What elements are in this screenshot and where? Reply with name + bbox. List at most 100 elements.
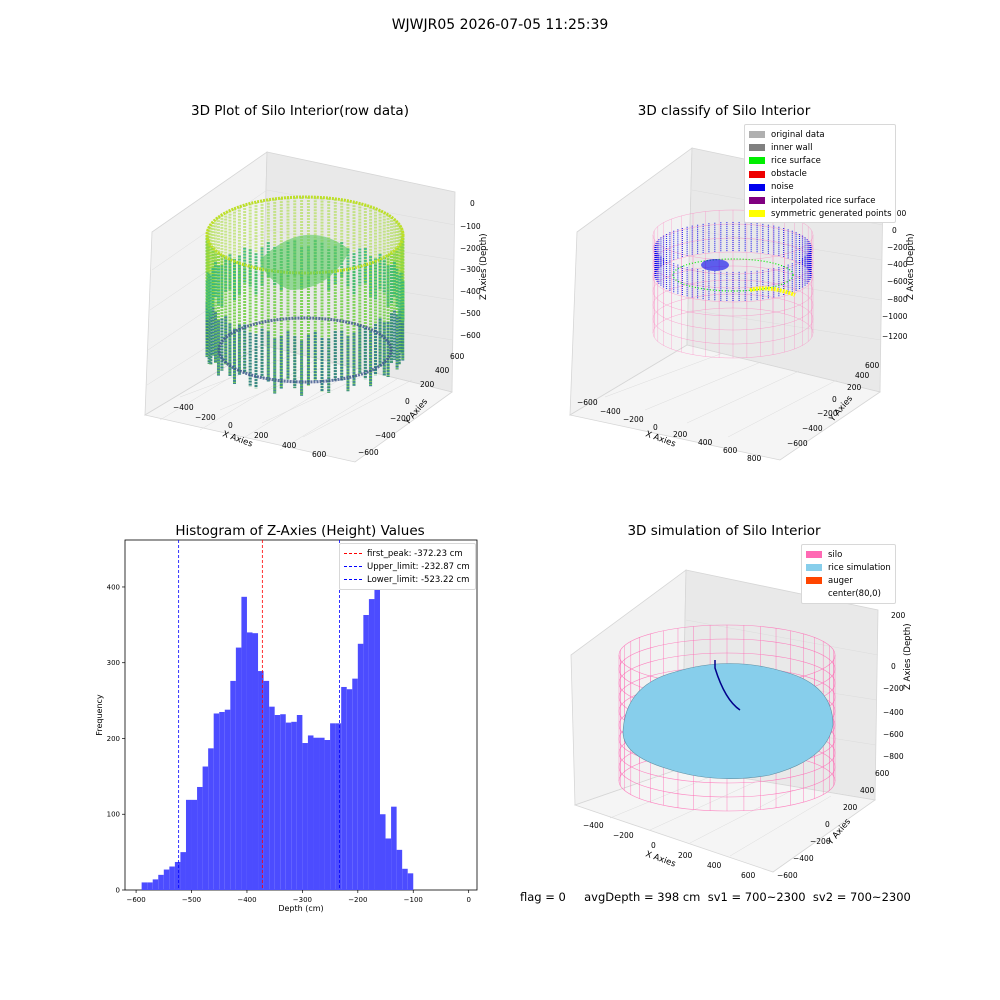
- x-tick-label: −100: [404, 896, 423, 904]
- x-tick: 800: [747, 454, 762, 463]
- z-tick: 0: [891, 662, 896, 671]
- x-tick-label: −600: [126, 896, 145, 904]
- classify-legend: original data inner wall rice surface ob…: [744, 124, 896, 224]
- x-tick-label: −500: [182, 896, 201, 904]
- histogram-bar: [185, 799, 192, 890]
- x-tick-label: −200: [348, 896, 367, 904]
- legend-item: noise: [749, 181, 891, 194]
- histogram-bar: [374, 575, 380, 890]
- legend-swatch: [344, 553, 362, 555]
- histogram-bar: [407, 873, 414, 890]
- legend-swatch: [806, 564, 822, 572]
- y-tick: 600: [875, 769, 890, 778]
- legend-label: symmetric generated points: [771, 208, 892, 219]
- x-tick: 400: [707, 861, 722, 870]
- y-tick: −600: [358, 448, 379, 457]
- z-tick: 200: [891, 611, 906, 620]
- legend-label: first_peak: -372.23 cm: [367, 548, 463, 559]
- reference-lines: [178, 540, 340, 890]
- legend-label: Lower_limit: -523.22 cm: [367, 574, 470, 585]
- simulation-plot-title: 3D simulation of Silo Interior: [627, 523, 821, 539]
- symmetric-generated-points: [749, 286, 796, 297]
- histogram-bars: [141, 575, 414, 890]
- histogram-bar: [147, 882, 153, 890]
- y-tick: 400: [855, 371, 870, 380]
- histogram-bar: [224, 709, 231, 890]
- histogram-bar: [280, 714, 286, 890]
- rice-simulation-surface: [622, 663, 834, 780]
- raw-3d-plot[interactable]: −400 −200 0 200 400 600 X Axies −600 −40…: [140, 140, 500, 470]
- x-axis-label: X Axies: [644, 849, 677, 869]
- x-tick: −400: [173, 403, 194, 412]
- histogram-legend: first_peak: -372.23 cm Upper_limit: -232…: [339, 543, 476, 590]
- x-tick-label: −400: [237, 896, 256, 904]
- legend-item: symmetric generated points: [749, 207, 892, 220]
- z-tick: −200: [460, 244, 481, 253]
- z-tick: 0: [892, 226, 897, 235]
- x-tick: −200: [195, 413, 216, 422]
- z-tick: 200: [892, 209, 907, 218]
- y-tick: 200: [843, 803, 858, 812]
- raw-center-surface: [260, 234, 350, 290]
- y-tick-label: 200: [107, 735, 120, 743]
- simulation-legend: silo rice simulation auger center(80,0): [801, 544, 896, 604]
- y-tick: −600: [787, 439, 808, 448]
- y-tick-label: 0: [116, 887, 120, 895]
- histogram-bar: [158, 874, 164, 890]
- histogram-bar: [241, 596, 247, 890]
- histogram-bar: [197, 786, 203, 890]
- z-axis-label: Z Axies (Depth): [906, 233, 916, 300]
- z-tick: −400: [460, 287, 481, 296]
- histogram-chart[interactable]: −600 −500 −400 −300 −200 −100 0 0100200300400 …: [90, 535, 490, 935]
- legend-swatch: [749, 210, 765, 218]
- histogram-bar: [263, 680, 270, 890]
- legend-item: original data: [749, 128, 891, 141]
- legend-item: center(80,0): [806, 588, 891, 601]
- simulation-3d-plot[interactable]: −400 −200 0 200 400 600 X Axies −600 −40…: [565, 560, 925, 890]
- histogram-x-label: Depth (cm): [278, 904, 323, 913]
- y-tick: 200: [420, 380, 435, 389]
- classify-z-axis: 200 0 −200 −400 −600 −800 −1000 −1200 Z …: [882, 209, 916, 341]
- legend-item: Upper_limit: -232.87 cm: [344, 560, 471, 573]
- z-tick: 0: [470, 199, 475, 208]
- y-tick: 0: [825, 820, 830, 829]
- histogram-title: Histogram of Z-Axies (Height) Values: [175, 523, 425, 539]
- legend-label: rice simulation: [828, 562, 891, 573]
- histogram-bar: [307, 735, 314, 890]
- raw-z-axis: 0 −100 −200 −300 −400 −500 −600 Z Axies …: [460, 199, 489, 340]
- histogram-bar: [169, 866, 175, 890]
- histogram-bar: [213, 713, 220, 890]
- legend-swatch: [749, 131, 765, 139]
- y-tick: −400: [375, 431, 396, 440]
- histogram-bar: [258, 671, 264, 890]
- histogram-bar: [402, 868, 408, 890]
- z-tick: −1200: [882, 332, 908, 341]
- z-tick: −400: [887, 260, 908, 269]
- legend-label: rice surface: [771, 155, 821, 166]
- y-tick: −400: [793, 854, 814, 863]
- y-tick-label: 400: [107, 583, 120, 591]
- y-tick: −200: [817, 409, 838, 418]
- histogram-plot-area: −600 −500 −400 −300 −200 −100 0 0 100 200 300 400: [107, 539, 478, 904]
- z-tick: −600: [460, 331, 481, 340]
- histogram-bar: [330, 723, 336, 890]
- z-tick: −100: [460, 222, 481, 231]
- histogram-bar: [152, 879, 159, 890]
- x-tick: 200: [673, 430, 688, 439]
- histogram-bar: [274, 715, 281, 890]
- y-tick: 0: [832, 395, 837, 404]
- z-tick: −300: [460, 265, 481, 274]
- histogram-bar: [252, 633, 259, 890]
- histogram-bar: [296, 715, 303, 890]
- y-tick: 600: [865, 361, 880, 370]
- legend-item: interpolated rice surface: [749, 194, 891, 207]
- legend-label: inner wall: [771, 142, 813, 153]
- y-tick-label: 300: [107, 659, 120, 667]
- classify-plot-title: 3D classify of Silo Interior: [637, 103, 811, 119]
- histogram-bar: [341, 686, 347, 890]
- y-tick: −400: [802, 424, 823, 433]
- histogram-bar: [335, 723, 342, 890]
- legend-label: auger: [828, 575, 853, 586]
- auger: [714, 660, 741, 711]
- legend-label: original data: [771, 129, 825, 140]
